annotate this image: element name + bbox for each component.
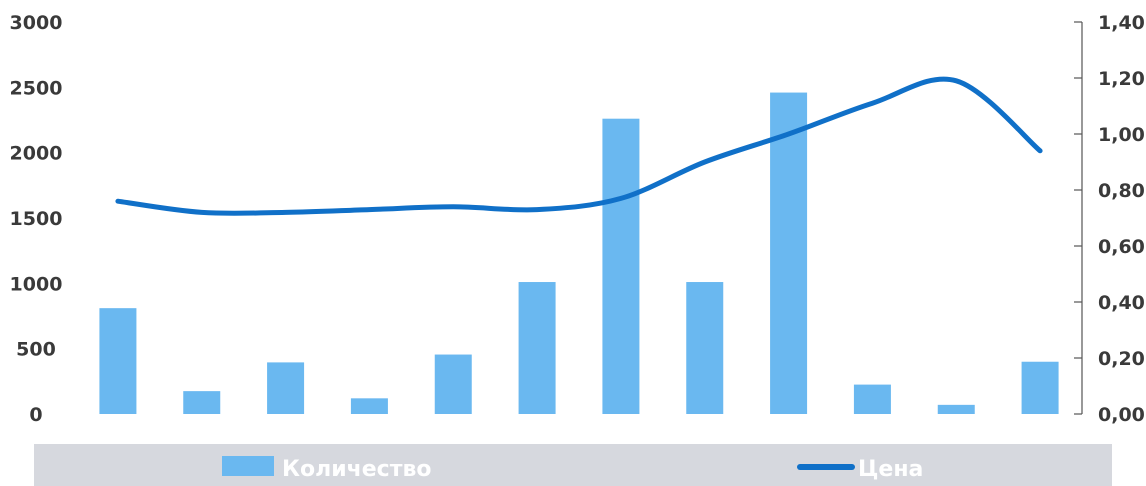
- bar: [183, 391, 221, 414]
- bar: [770, 92, 808, 414]
- legend-label-price: Цена: [858, 457, 923, 482]
- left-y-axis: 0 500 1000 1500 2000 2500 3000: [10, 12, 63, 426]
- right-tick-label: 1,20: [1098, 68, 1145, 90]
- legend-swatch-bar: [222, 456, 274, 476]
- bar: [1021, 361, 1059, 414]
- left-tick-label: 2000: [10, 143, 63, 165]
- legend: Количество Цена: [34, 444, 1112, 486]
- right-tick-label: 0,60: [1098, 236, 1145, 258]
- right-tick-label: 0,00: [1098, 404, 1145, 426]
- line-series-price: [115, 76, 1043, 216]
- bar: [99, 308, 137, 414]
- bar-series-quantity: [99, 92, 1059, 415]
- bar: [518, 282, 556, 414]
- bar: [853, 384, 891, 414]
- right-tick-label: 1,40: [1098, 12, 1145, 34]
- bar: [602, 118, 640, 415]
- right-tick-label: 1,00: [1098, 124, 1145, 146]
- legend-label-quantity: Количество: [282, 457, 431, 482]
- bar: [434, 354, 472, 414]
- left-tick-label: 2500: [10, 77, 63, 99]
- bar: [686, 282, 724, 414]
- left-tick-label: 500: [16, 339, 56, 361]
- right-tick-label: 0,20: [1098, 348, 1145, 370]
- legend-band: [34, 444, 1112, 486]
- bar: [350, 398, 388, 414]
- bar: [937, 404, 975, 414]
- right-y-axis: 0,00 0,20 0,40 0,60 0,80 1,00 1,20 1,40: [1074, 12, 1145, 426]
- left-tick-label: 0: [29, 404, 42, 426]
- price-line: [115, 76, 1043, 216]
- right-tick-label: 0,80: [1098, 180, 1145, 202]
- right-tick-label: 0,40: [1098, 292, 1145, 314]
- left-tick-label: 1500: [10, 208, 63, 230]
- left-tick-label: 3000: [10, 12, 63, 34]
- left-tick-label: 1000: [10, 273, 63, 295]
- bar: [267, 362, 305, 414]
